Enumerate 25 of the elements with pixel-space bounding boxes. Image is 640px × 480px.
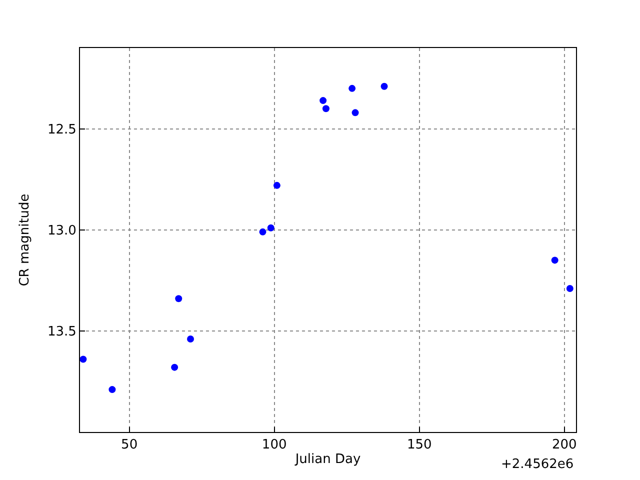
point bbox=[187, 336, 194, 343]
y-tick-label: 13.5 bbox=[47, 324, 76, 340]
point bbox=[108, 386, 116, 394]
point bbox=[175, 295, 182, 302]
point bbox=[551, 256, 558, 264]
point bbox=[566, 285, 574, 292]
point bbox=[273, 182, 280, 189]
y-tick-label: 12.5 bbox=[47, 122, 76, 138]
point bbox=[322, 105, 330, 112]
point bbox=[171, 364, 178, 371]
x-tick-label: 200 bbox=[552, 438, 577, 453]
text: +2.4562e6 bbox=[501, 457, 574, 472]
point bbox=[320, 97, 327, 104]
point bbox=[352, 109, 359, 116]
point bbox=[267, 224, 274, 232]
x-axis-title: Julian Day bbox=[294, 452, 361, 468]
point bbox=[259, 228, 266, 236]
point bbox=[348, 84, 356, 92]
point bbox=[80, 356, 87, 363]
y-tick-label: 13.0 bbox=[47, 223, 76, 238]
x-tick-label: 50 bbox=[121, 438, 138, 453]
x-tick-label: 100 bbox=[262, 438, 287, 453]
y-axis-title: CR magnitude bbox=[17, 194, 32, 286]
point bbox=[380, 82, 388, 90]
x-tick-label: 150 bbox=[406, 438, 432, 453]
